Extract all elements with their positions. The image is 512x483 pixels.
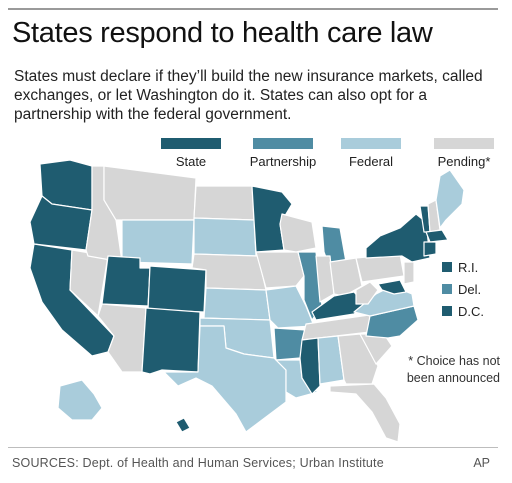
small-state-swatch (442, 306, 452, 316)
legend-label-pending: Pending* (437, 154, 491, 169)
subtitle: States must declare if they’ll build the… (14, 68, 483, 123)
small-state-key-del: Del. (442, 278, 484, 300)
state-IA (255, 251, 305, 289)
legend-swatch-partnership (253, 138, 313, 149)
small-state-key-ri: R.I. (442, 256, 484, 278)
state-NY (365, 213, 431, 263)
page-title: States respond to health care law (12, 17, 433, 49)
bottom-rule (8, 447, 498, 448)
state-NM (141, 307, 201, 375)
state-CO (147, 265, 207, 313)
state-UT (101, 255, 151, 307)
small-state-label: R.I. (458, 259, 479, 275)
legend: State Partnership Federal Pending* (160, 138, 510, 172)
legend-item-federal: Federal (340, 138, 402, 171)
small-states-key: R.I. Del. D.C. (442, 256, 484, 322)
state-ME (435, 169, 465, 229)
small-state-swatch (442, 284, 452, 294)
legend-label-state: State (175, 154, 207, 169)
state-NJ (403, 261, 415, 285)
legend-swatch-federal (341, 138, 401, 149)
small-state-label: Del. (458, 281, 482, 297)
sources-line: SOURCES: Dept. of Health and Human Servi… (12, 456, 384, 470)
legend-item-state: State (160, 138, 222, 171)
state-ND (193, 185, 255, 221)
state-TX (163, 325, 287, 433)
state-CT (423, 241, 437, 257)
state-HI (175, 417, 191, 433)
state-AK (57, 379, 103, 421)
state-PA (355, 253, 405, 283)
state-MD (377, 279, 407, 295)
credit-line: AP (473, 456, 490, 470)
state-WI (279, 213, 317, 253)
state-OH (329, 257, 363, 297)
legend-item-pending: Pending* (428, 138, 500, 171)
state-IL (297, 251, 323, 321)
legend-label-federal: Federal (348, 154, 394, 169)
state-FL (329, 383, 401, 443)
top-rule (8, 8, 498, 10)
legend-swatch-pending (434, 138, 494, 149)
small-state-label: D.C. (458, 303, 484, 319)
legend-label-partnership: Partnership (249, 154, 317, 169)
state-KS (203, 287, 271, 321)
small-state-swatch (442, 262, 452, 272)
state-SD (193, 217, 257, 257)
state-WV (355, 281, 379, 305)
state-MT (103, 165, 197, 221)
small-state-key-dc: D.C. (442, 300, 484, 322)
footnote: * Choice has not been announced (406, 354, 500, 385)
legend-item-partnership: Partnership (242, 138, 324, 171)
legend-swatch-state (161, 138, 221, 149)
state-MA (425, 229, 449, 243)
